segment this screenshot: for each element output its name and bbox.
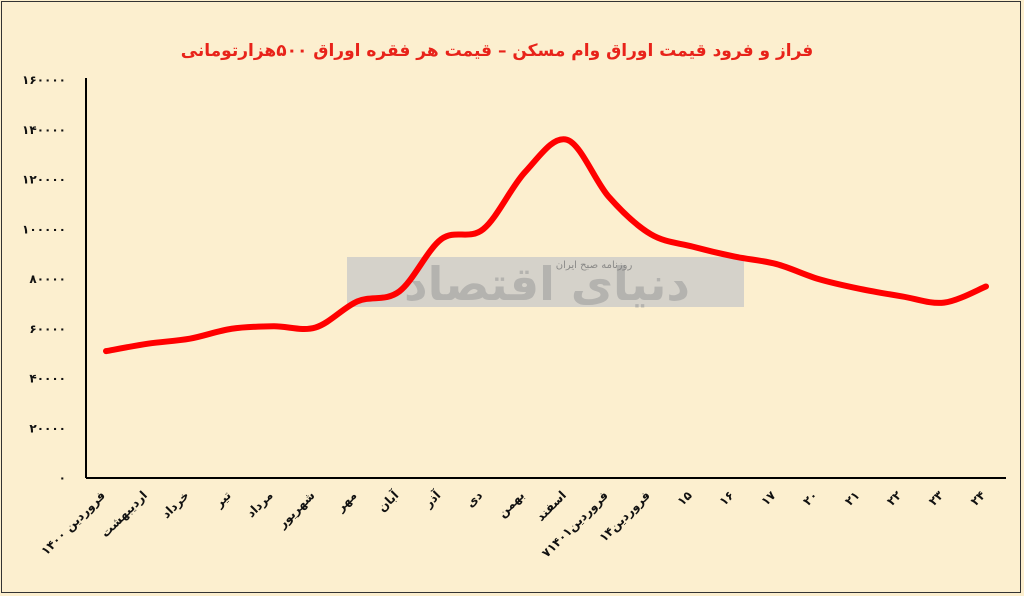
y-tick-label: ۱۶۰۰۰۰: [22, 73, 66, 87]
data-point: [649, 232, 653, 236]
y-tick-label: ۲۰۰۰۰: [29, 421, 66, 435]
x-tick-label: شهریور: [274, 488, 318, 532]
data-point: [733, 255, 737, 259]
data-point: [314, 326, 318, 330]
y-tick-label: ۱۰۰۰۰۰: [22, 222, 66, 236]
watermark-box: [347, 257, 744, 307]
data-point: [816, 277, 820, 281]
data-point: [355, 299, 359, 303]
watermark-logo: دنیای اقتصاد روزنامه صبح ایران: [347, 257, 744, 311]
data-point: [565, 138, 569, 142]
x-tick-label: ۲۳: [926, 488, 947, 509]
watermark-logo-text: دنیای اقتصاد: [404, 257, 690, 311]
data-point: [942, 301, 946, 305]
data-point: [523, 170, 527, 174]
data-point: [188, 337, 192, 341]
x-tick-label: اسفند: [533, 488, 569, 524]
x-tick-label: ۱۶: [716, 488, 736, 508]
data-point: [104, 349, 108, 353]
x-tick-label: ۲۴: [968, 488, 988, 508]
x-tick-label: مرداد: [244, 488, 276, 520]
x-tick-label: ۱۵: [675, 488, 695, 508]
x-tick-label: آبان: [374, 487, 402, 515]
x-tick-label: ۲۱: [842, 488, 862, 508]
data-point: [230, 327, 234, 331]
watermark-tagline: روزنامه صبح ایران: [556, 260, 633, 271]
y-tick-label: ۴۰۰۰۰: [29, 372, 66, 386]
data-point: [691, 245, 695, 249]
data-point: [397, 289, 401, 293]
data-point: [607, 195, 611, 199]
x-tick-label: خرداد: [159, 488, 192, 521]
y-tick-label: ۶۰۰۰۰: [29, 322, 66, 336]
data-point: [272, 324, 276, 328]
x-tick-label: آذر: [420, 487, 444, 511]
y-tick-label: ۱۲۰۰۰۰: [22, 173, 66, 187]
x-tick-label: ۱۷: [758, 488, 779, 509]
y-tick-label: ۸۰۰۰۰: [29, 272, 66, 286]
data-point: [900, 294, 904, 298]
x-tick-label: ۲۰: [800, 488, 820, 508]
data-point: [858, 287, 862, 291]
data-point: [481, 227, 485, 231]
chart-title: فراز و فرود قیمت اوراق وام مسکن – قیمت ه…: [181, 41, 814, 61]
series-line: [103, 136, 989, 355]
x-tick-label: بهمن: [495, 488, 527, 520]
y-tick-label: ۱۴۰۰۰۰: [22, 123, 66, 137]
series-group: [103, 136, 989, 355]
x-tick-label: فروردین ۱۴۰۰: [38, 488, 108, 558]
data-point: [984, 284, 988, 288]
data-point: [439, 237, 443, 241]
data-point: [774, 262, 778, 266]
data-point: [146, 342, 150, 346]
y-tick-label: ۰: [59, 471, 66, 485]
x-tick-label: مهر: [333, 488, 360, 515]
x-tick-label: ۲۲: [884, 488, 905, 509]
y-axis-ticks: ۰ ۲۰۰۰۰ ۴۰۰۰۰ ۶۰۰۰۰ ۸۰۰۰۰ ۱۰۰۰۰۰ ۱۲۰۰۰۰ ۱۴۰۰۰۰ ۱…: [22, 73, 66, 485]
x-tick-label: دی: [463, 488, 485, 510]
axes: [85, 78, 1006, 479]
x-tick-label: تیر: [211, 488, 234, 511]
